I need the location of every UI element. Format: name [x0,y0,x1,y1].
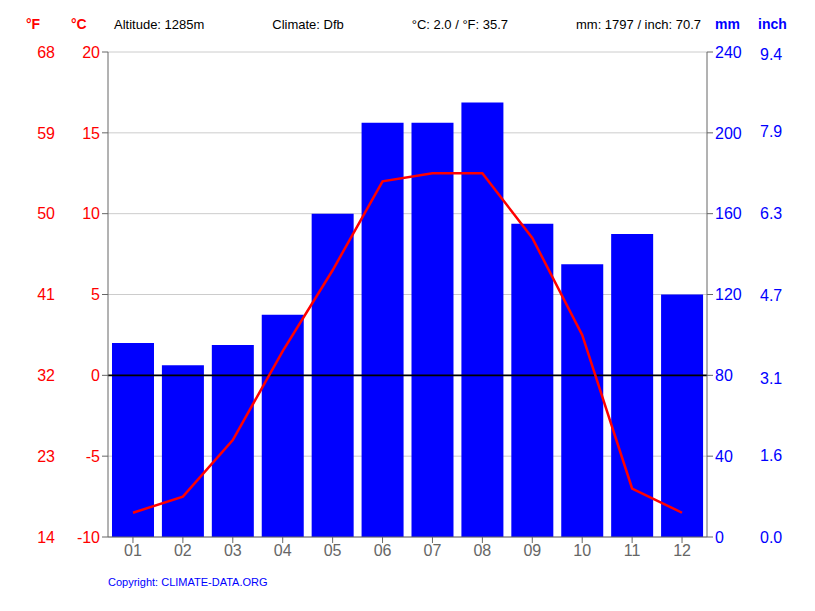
html-text:°C: °C [71,16,87,32]
svg-text:59: 59 [37,125,55,142]
svg-text:04: 04 [274,542,292,559]
svg-text:07: 07 [424,542,442,559]
svg-text:160: 160 [715,205,742,222]
svg-text:3.1: 3.1 [760,370,782,387]
svg-text:41: 41 [37,286,55,303]
svg-text:7.9: 7.9 [760,123,782,140]
svg-text:10: 10 [82,205,100,222]
svg-text:68: 68 [37,44,55,61]
svg-text:6.3: 6.3 [760,205,782,222]
svg-text:120: 120 [715,286,742,303]
html-text:Copyright: CLIMATE-DATA.ORG: Copyright: CLIMATE-DATA.ORG [108,576,268,588]
svg-text:80: 80 [715,367,733,384]
svg-text:0: 0 [715,529,724,546]
svg-text:05: 05 [324,542,342,559]
svg-text:1.6: 1.6 [760,447,782,464]
svg-text:01: 01 [124,542,142,559]
html-text:mm: mm [715,16,740,32]
svg-text:11: 11 [624,542,641,559]
svg-text:12: 12 [673,542,691,559]
svg-text:10: 10 [573,542,591,559]
svg-text:03: 03 [224,542,242,559]
html-text:°F: °F [26,16,41,32]
svg-text:4.7: 4.7 [760,287,782,304]
html-text:mm: 1797 / inch: 70.7: mm: 1797 / inch: 70.7 [576,17,701,32]
svg-text:50: 50 [37,205,55,222]
html-text:inch: inch [758,16,787,32]
svg-text:08: 08 [473,542,491,559]
svg-text:32: 32 [37,367,55,384]
svg-text:0.0: 0.0 [760,529,782,546]
html-text:°C: 2.0 / °F: 35.7: °C: 2.0 / °F: 35.7 [411,17,509,32]
svg-text:0: 0 [91,367,100,384]
svg-text:-5: -5 [86,448,100,465]
svg-text:23: 23 [37,448,55,465]
svg-text:240: 240 [715,44,742,61]
svg-text:14: 14 [37,529,55,546]
svg-text:02: 02 [174,542,192,559]
svg-text:06: 06 [374,542,392,559]
svg-text:09: 09 [523,542,541,559]
svg-text:5: 5 [91,286,100,303]
svg-text:40: 40 [715,448,733,465]
svg-text:9.4: 9.4 [760,46,782,63]
svg-text:15: 15 [82,125,100,142]
svg-text:200: 200 [715,125,742,142]
svg-text:20: 20 [82,44,100,61]
html-text:Climate: Dfb: Climate: Dfb [272,17,344,32]
svg-text:-10: -10 [77,529,100,546]
html-text:Altitude: 1285m: Altitude: 1285m [114,17,205,32]
